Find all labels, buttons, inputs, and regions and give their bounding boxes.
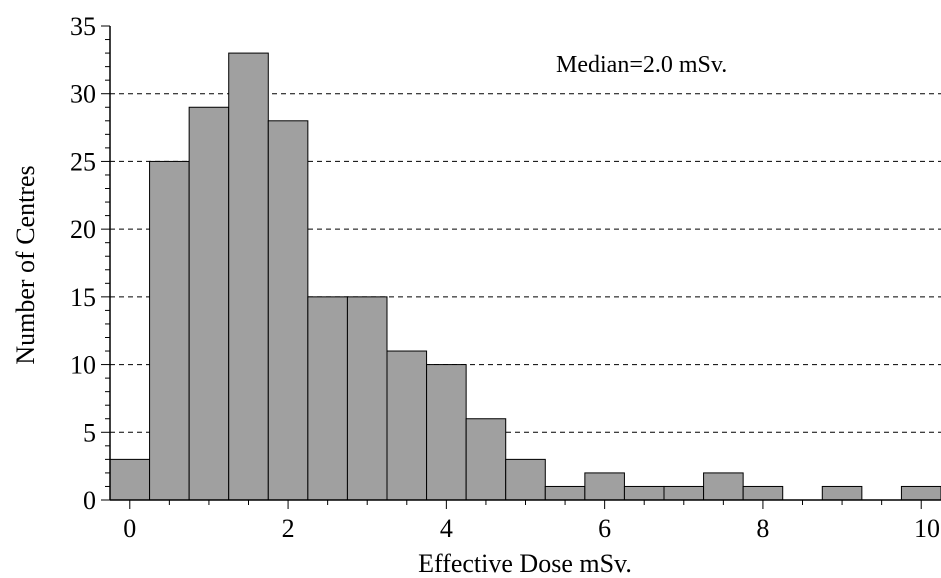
x-axis-title: Effective Dose mSv. bbox=[418, 549, 632, 578]
y-tick-label-7: 35 bbox=[70, 12, 96, 41]
bar-8 bbox=[426, 364, 467, 501]
bar-18 bbox=[821, 485, 863, 501]
y-tick-label-6: 30 bbox=[70, 80, 96, 109]
bar-15 bbox=[703, 472, 744, 501]
bar-1 bbox=[149, 160, 190, 501]
histogram-bars bbox=[109, 52, 941, 501]
x-tick-label-2: 4 bbox=[440, 514, 453, 543]
bar-12 bbox=[584, 472, 625, 501]
bar-10 bbox=[505, 458, 546, 501]
x-tick-label-1: 2 bbox=[282, 514, 295, 543]
x-tick-label-5: 10 bbox=[914, 514, 940, 543]
bar-14 bbox=[663, 485, 705, 501]
bar-4 bbox=[267, 120, 309, 501]
bar-2 bbox=[188, 106, 230, 501]
bar-13 bbox=[623, 485, 665, 501]
y-axis-ticks: 0 5 10 15 20 25 30 35 bbox=[70, 12, 110, 515]
x-axis-ticks: 0 2 4 6 8 10 bbox=[123, 500, 940, 543]
x-tick-label-4: 8 bbox=[756, 514, 769, 543]
bar-16 bbox=[742, 485, 784, 501]
x-tick-label-0: 0 bbox=[123, 514, 136, 543]
bar-20 bbox=[900, 485, 941, 501]
bar-6 bbox=[346, 296, 388, 501]
y-axis-title: Number of Centres bbox=[11, 165, 40, 364]
bar-11 bbox=[544, 485, 586, 501]
median-annotation: Median=2.0 mSv. bbox=[556, 52, 727, 78]
bar-5 bbox=[307, 296, 348, 501]
y-tick-label-0: 0 bbox=[83, 486, 96, 515]
y-tick-label-3: 15 bbox=[70, 283, 96, 312]
y-tick-label-4: 20 bbox=[70, 215, 96, 244]
bar-7 bbox=[386, 350, 428, 501]
y-tick-label-5: 25 bbox=[70, 147, 96, 176]
bar-9 bbox=[465, 418, 507, 501]
y-tick-label-1: 5 bbox=[83, 418, 96, 447]
bar-3 bbox=[228, 52, 269, 501]
x-tick-label-3: 6 bbox=[598, 514, 611, 543]
y-tick-label-2: 10 bbox=[70, 351, 96, 380]
bar-0 bbox=[109, 458, 151, 501]
